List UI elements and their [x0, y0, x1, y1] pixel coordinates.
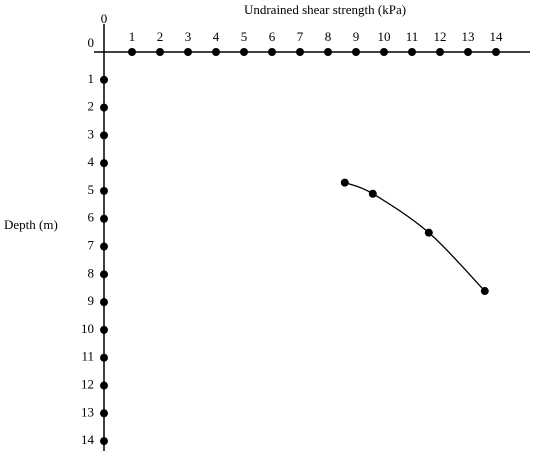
trend-curve: [344, 182, 486, 292]
x-tick-mark: [352, 48, 360, 56]
y-tick-label: 4: [88, 154, 95, 169]
x-tick-label: 13: [462, 29, 475, 44]
x-tick-label: 3: [185, 29, 192, 44]
x-tick-mark: [184, 48, 192, 56]
y-tick-label: 8: [88, 265, 95, 280]
data-point: [368, 189, 377, 198]
x-tick-label: 8: [325, 29, 332, 44]
y-tick-mark: [100, 353, 108, 362]
x-tick-mark: [492, 48, 500, 56]
x-tick-mark: [324, 48, 332, 56]
y-tick-label: 7: [88, 238, 95, 253]
x-tick-mark: [296, 48, 304, 56]
y-tick-label: 11: [81, 349, 94, 364]
x-tick-label: 0: [101, 11, 108, 26]
x-tick-mark: [380, 48, 388, 56]
y-tick-mark: [100, 437, 108, 446]
data-point: [424, 228, 433, 237]
y-tick-mark: [100, 131, 108, 140]
x-tick-mark: [268, 48, 276, 56]
x-tick-label: 9: [353, 29, 360, 44]
y-tick-mark: [100, 381, 108, 390]
y-tick-mark: [100, 214, 108, 223]
x-tick-mark: [128, 48, 136, 56]
x-tick-mark: [408, 48, 416, 56]
data-point: [480, 287, 489, 296]
y-tick-mark: [100, 409, 108, 418]
y-tick-mark: [100, 270, 108, 279]
x-tick-label: 5: [241, 29, 248, 44]
y-tick-label: 12: [81, 377, 94, 392]
data-point: [340, 178, 349, 187]
y-tick-mark: [100, 103, 108, 112]
y-tick-label: 10: [81, 321, 94, 336]
x-tick-mark: [240, 48, 248, 56]
x-tick-label: 12: [434, 29, 447, 44]
y-tick-label: 5: [88, 182, 95, 197]
y-tick-mark: [100, 75, 108, 84]
y-axis-label: Depth (m): [4, 217, 58, 232]
y-tick-mark: [100, 159, 108, 168]
x-tick-mark: [212, 48, 220, 56]
x-tick-label: 14: [490, 29, 504, 44]
y-tick-label: 13: [81, 404, 94, 419]
x-tick-mark: [156, 48, 164, 56]
y-tick-mark: [100, 325, 108, 334]
x-tick-label: 11: [406, 29, 419, 44]
y-tick-label: 6: [88, 210, 95, 225]
y-tick-label: 3: [88, 126, 95, 141]
y-tick-label: 1: [88, 71, 95, 86]
x-tick-label: 2: [157, 29, 164, 44]
x-tick-label: 7: [297, 29, 304, 44]
y-tick-label: 2: [88, 99, 95, 114]
x-tick-mark: [464, 48, 472, 56]
x-tick-mark: [436, 48, 444, 56]
x-tick-label: 1: [129, 29, 136, 44]
chart-title: Undrained shear strength (kPa): [244, 2, 406, 17]
y-tick-label: 0: [88, 35, 95, 50]
y-tick-mark: [100, 298, 108, 307]
y-tick-label: 14: [81, 432, 95, 447]
x-tick-label: 6: [269, 29, 276, 44]
x-tick-label: 4: [213, 29, 220, 44]
x-tick-label: 10: [378, 29, 391, 44]
y-tick-label: 9: [88, 293, 95, 308]
y-tick-mark: [100, 186, 108, 195]
y-tick-mark: [100, 242, 108, 251]
